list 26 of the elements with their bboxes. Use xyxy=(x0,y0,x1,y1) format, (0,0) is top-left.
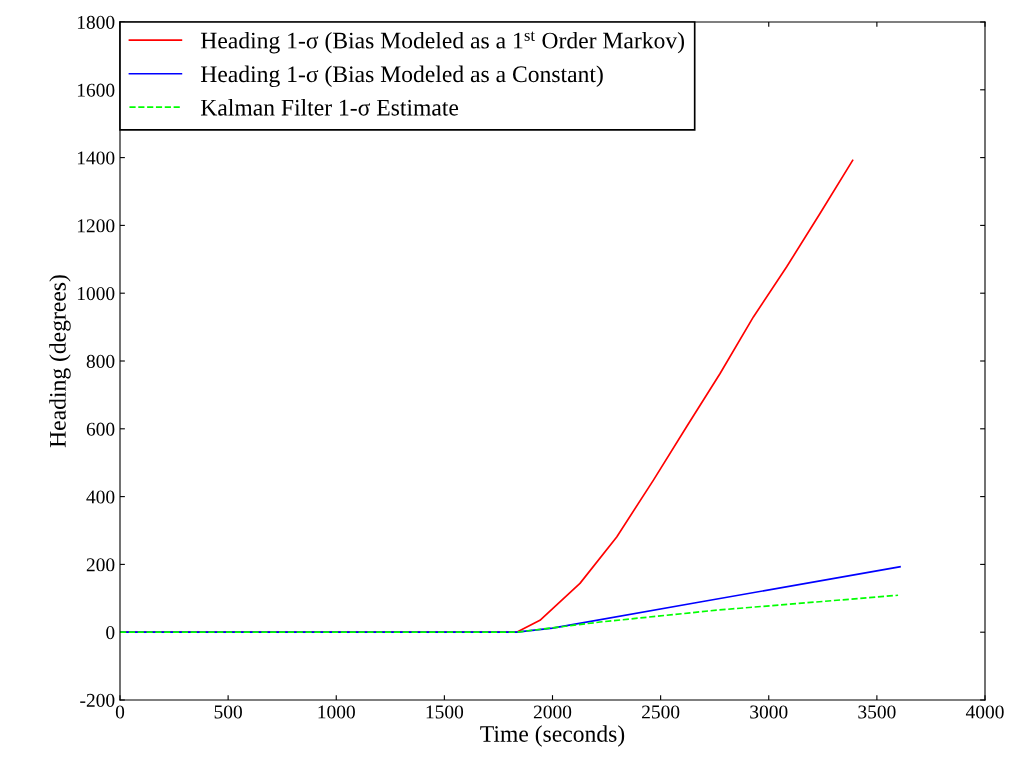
legend-label: Heading 1-σ (Bias Modeled as a 1$^{st}$ Order Markov) xyxy=(200,31,684,54)
legend-label: Heading 1-σ (Bias Modeled as a Constant) xyxy=(200,65,603,88)
y-tick-label: 1400 xyxy=(77,151,115,165)
x-tick-label: 3000 xyxy=(750,705,788,719)
x-tick-label: 1500 xyxy=(426,705,464,719)
x-tick-label: 0 xyxy=(115,705,125,719)
y-tick-label: 600 xyxy=(86,422,115,436)
y-tick-label: 400 xyxy=(86,490,115,504)
y-tick-label: 0 xyxy=(106,626,115,640)
legend-label: Kalman Filter 1-σ Estimate xyxy=(200,99,459,116)
y-tick-label: 1000 xyxy=(77,287,115,301)
x-tick-label: 4000 xyxy=(965,705,1004,719)
x-tick-label: 1000 xyxy=(318,705,355,719)
y-tick-label: 1200 xyxy=(77,219,115,233)
y-axis-title: Heading (degrees) xyxy=(49,275,71,448)
line-series xyxy=(120,594,899,634)
x-axis-title: Time (seconds) xyxy=(480,725,625,747)
x-tick-label: 2500 xyxy=(642,705,680,719)
y-tick-label: 800 xyxy=(86,354,115,368)
x-tick-label: 500 xyxy=(214,705,242,719)
y-tick-label: 200 xyxy=(86,558,115,572)
y-tick-label: -200 xyxy=(80,693,115,707)
y-tick-label: 1600 xyxy=(77,83,115,97)
y-tick-label: 1800 xyxy=(77,15,115,29)
x-tick-label: 2000 xyxy=(533,705,572,719)
x-tick-label: 3500 xyxy=(858,705,896,719)
